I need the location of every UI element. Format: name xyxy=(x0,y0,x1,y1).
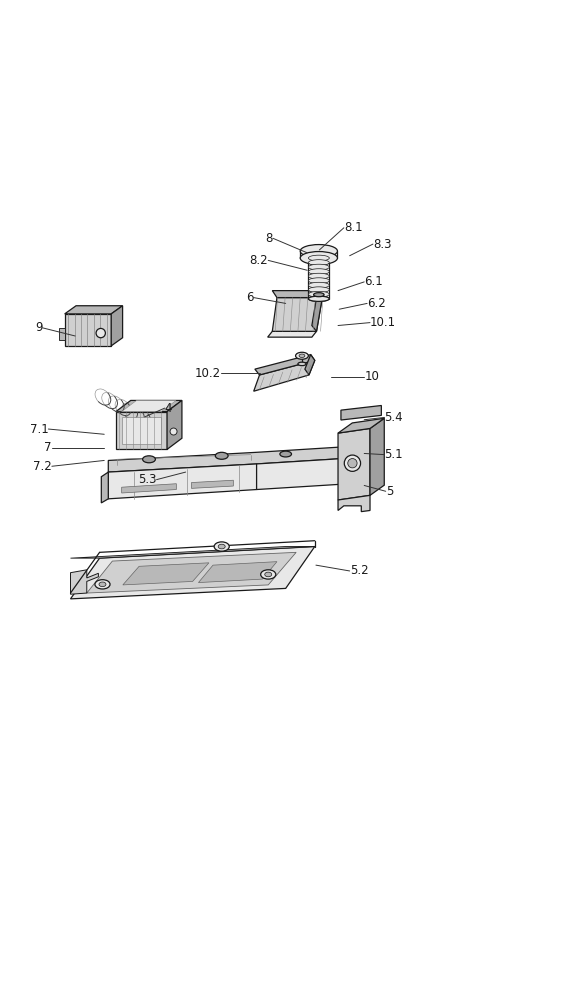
Ellipse shape xyxy=(300,252,338,265)
Polygon shape xyxy=(65,306,122,314)
Ellipse shape xyxy=(265,572,272,577)
Polygon shape xyxy=(122,417,161,444)
Text: 7.2: 7.2 xyxy=(33,460,52,473)
Polygon shape xyxy=(71,547,315,599)
Polygon shape xyxy=(87,552,296,593)
Polygon shape xyxy=(111,306,122,346)
Ellipse shape xyxy=(296,352,308,359)
Ellipse shape xyxy=(261,570,276,579)
Polygon shape xyxy=(122,400,176,412)
Polygon shape xyxy=(71,570,99,594)
Ellipse shape xyxy=(300,245,338,258)
Ellipse shape xyxy=(214,542,229,551)
Text: 6.2: 6.2 xyxy=(367,297,386,310)
Text: 8.1: 8.1 xyxy=(344,221,363,234)
Ellipse shape xyxy=(298,362,306,366)
Text: 10.2: 10.2 xyxy=(194,367,220,380)
Text: 8.2: 8.2 xyxy=(250,254,268,267)
Polygon shape xyxy=(255,355,315,375)
Polygon shape xyxy=(122,484,176,493)
Ellipse shape xyxy=(299,354,305,358)
Ellipse shape xyxy=(308,296,329,301)
Polygon shape xyxy=(65,314,111,346)
Text: 6.1: 6.1 xyxy=(364,275,383,288)
Ellipse shape xyxy=(308,296,329,302)
Text: 5.3: 5.3 xyxy=(138,473,157,486)
Polygon shape xyxy=(370,418,384,495)
Polygon shape xyxy=(167,400,182,449)
Polygon shape xyxy=(108,464,257,499)
Ellipse shape xyxy=(218,544,225,549)
Text: 7: 7 xyxy=(44,441,52,454)
Ellipse shape xyxy=(143,456,156,463)
Text: 5.1: 5.1 xyxy=(385,448,403,461)
Polygon shape xyxy=(272,291,322,298)
Polygon shape xyxy=(71,547,315,558)
Polygon shape xyxy=(101,472,108,503)
Text: 7.1: 7.1 xyxy=(30,423,48,436)
Polygon shape xyxy=(116,400,182,412)
Polygon shape xyxy=(338,428,370,500)
Ellipse shape xyxy=(95,580,110,589)
Ellipse shape xyxy=(308,282,329,288)
Text: 5.4: 5.4 xyxy=(385,411,403,424)
Ellipse shape xyxy=(348,459,357,468)
Polygon shape xyxy=(305,355,315,375)
Polygon shape xyxy=(123,563,209,585)
Ellipse shape xyxy=(96,328,106,338)
Polygon shape xyxy=(254,360,315,391)
Text: 10: 10 xyxy=(364,370,379,383)
Ellipse shape xyxy=(170,428,177,435)
Ellipse shape xyxy=(99,582,106,587)
Ellipse shape xyxy=(345,455,360,471)
Ellipse shape xyxy=(314,293,324,297)
Text: 8.3: 8.3 xyxy=(373,238,391,251)
Polygon shape xyxy=(198,562,277,583)
Polygon shape xyxy=(268,331,317,337)
Ellipse shape xyxy=(308,260,329,265)
Ellipse shape xyxy=(308,273,329,279)
Text: 10.1: 10.1 xyxy=(370,316,396,329)
Ellipse shape xyxy=(308,291,329,297)
Text: 8: 8 xyxy=(265,232,273,245)
Ellipse shape xyxy=(308,264,329,270)
Polygon shape xyxy=(312,291,322,331)
Text: 5: 5 xyxy=(386,485,393,498)
Text: 5.2: 5.2 xyxy=(350,564,368,577)
Text: 6: 6 xyxy=(246,291,254,304)
Polygon shape xyxy=(257,458,350,490)
Ellipse shape xyxy=(308,255,329,261)
Polygon shape xyxy=(59,328,65,340)
Ellipse shape xyxy=(280,451,292,457)
Polygon shape xyxy=(116,412,167,449)
Polygon shape xyxy=(338,495,370,512)
Polygon shape xyxy=(108,446,350,472)
Ellipse shape xyxy=(215,452,228,459)
Polygon shape xyxy=(272,298,322,331)
Ellipse shape xyxy=(308,269,329,274)
Text: 4: 4 xyxy=(165,402,172,415)
Ellipse shape xyxy=(308,287,329,293)
Ellipse shape xyxy=(308,278,329,284)
Polygon shape xyxy=(338,418,384,433)
Polygon shape xyxy=(341,405,381,420)
Text: 9: 9 xyxy=(35,321,43,334)
Polygon shape xyxy=(191,480,233,488)
